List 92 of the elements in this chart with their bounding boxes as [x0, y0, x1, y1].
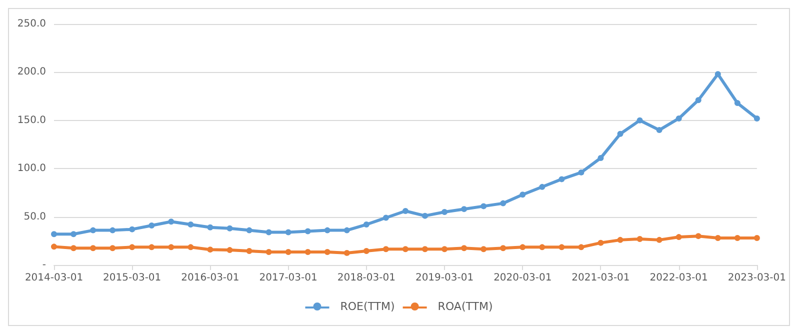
x-tick-label: 2023-03-01: [728, 272, 786, 284]
point: [188, 244, 194, 250]
point: [695, 97, 702, 104]
point: [226, 225, 233, 232]
point: [558, 176, 565, 182]
point: [442, 208, 448, 215]
point: [422, 212, 428, 219]
y-tick-label: 50.0: [24, 211, 46, 222]
x-tick-label: 2017-03-01: [259, 272, 318, 284]
point: [520, 192, 526, 198]
point: [110, 245, 116, 252]
point: [734, 235, 740, 242]
point: [344, 250, 350, 256]
point: [558, 244, 565, 250]
point: [461, 245, 468, 252]
point: [110, 227, 116, 234]
point: [617, 130, 624, 137]
point: [402, 208, 408, 214]
point: [266, 229, 272, 236]
point: [714, 71, 721, 78]
point: [363, 222, 370, 228]
y-tick-label: 100.0: [17, 163, 46, 174]
point: [70, 231, 77, 238]
point: [539, 184, 546, 190]
x-tick-label: 2014-03-01: [24, 272, 84, 284]
point: [207, 224, 214, 230]
point: [226, 247, 233, 254]
point: [246, 248, 252, 254]
x-tick-label: 2018-03-01: [337, 272, 396, 284]
point: [500, 245, 506, 252]
point: [148, 244, 155, 250]
point: [207, 246, 214, 253]
point: [129, 244, 136, 250]
point: [90, 227, 96, 234]
point: [304, 228, 311, 234]
point: [246, 227, 252, 234]
point: [324, 227, 330, 234]
x-tick-label: 2021-03-01: [572, 272, 630, 284]
point: [70, 245, 77, 252]
point: [520, 244, 526, 250]
point: [617, 236, 624, 243]
point: [636, 117, 643, 124]
point: [129, 226, 136, 232]
y-tick-label: 150.0: [17, 114, 46, 126]
point: [695, 233, 702, 240]
point: [148, 222, 155, 228]
point: [285, 229, 292, 236]
x-tick-label: 2022-03-01: [650, 272, 708, 284]
point: [188, 222, 194, 228]
legend-label: ROA(TTM): [438, 300, 493, 313]
point: [676, 115, 682, 122]
point: [480, 203, 487, 210]
point: [266, 248, 272, 255]
point: [754, 235, 760, 242]
x-tick-label: 2016-03-01: [181, 272, 240, 284]
point: [51, 231, 57, 238]
point: [461, 206, 468, 212]
point: [656, 127, 662, 134]
point: [578, 169, 584, 176]
point: [382, 214, 389, 221]
point: [442, 246, 448, 252]
point: [90, 245, 96, 252]
point: [676, 234, 682, 240]
point: [598, 240, 604, 246]
point: [714, 235, 721, 242]
point: [734, 100, 740, 106]
point: [402, 246, 408, 252]
x-tick-label: 2015-03-01: [103, 272, 162, 284]
point: [168, 218, 174, 225]
point: [285, 248, 292, 255]
x-tick-label: 2019-03-01: [415, 272, 474, 284]
y-tick-label: 200.0: [17, 66, 46, 78]
y-tick-label: 250.0: [17, 18, 46, 30]
point: [422, 246, 428, 252]
point: [304, 248, 311, 255]
point: [168, 244, 174, 250]
point: [578, 244, 584, 250]
point: [636, 236, 643, 242]
point: [324, 248, 330, 255]
x-tick-label: 2020-03-01: [494, 272, 552, 284]
point: [656, 236, 662, 243]
y-tick-label: -: [42, 260, 46, 270]
point: [598, 154, 604, 161]
point: [754, 115, 760, 122]
point: [344, 227, 350, 234]
point: [51, 244, 57, 250]
point: [363, 248, 370, 254]
point: [480, 246, 487, 252]
point: [539, 244, 546, 250]
legend-label: ROE(TTM): [340, 300, 395, 313]
point: [382, 246, 389, 252]
point: [500, 200, 506, 206]
